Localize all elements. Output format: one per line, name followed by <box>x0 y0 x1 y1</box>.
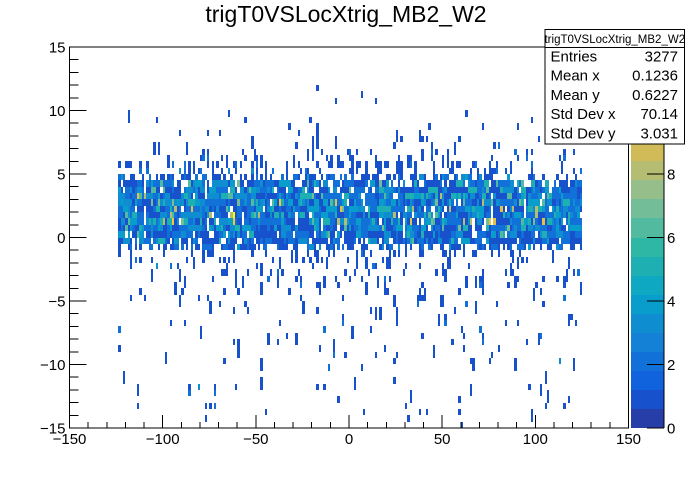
svg-text:50: 50 <box>434 431 451 448</box>
svg-text:trigT0VSLocXtrig_MB2_W2: trigT0VSLocXtrig_MB2_W2 <box>544 34 685 46</box>
svg-text:70.14: 70.14 <box>640 106 678 123</box>
svg-text:0: 0 <box>667 420 675 437</box>
svg-text:10: 10 <box>49 103 66 120</box>
svg-text:0: 0 <box>345 431 353 448</box>
svg-text:−150: −150 <box>53 431 87 448</box>
svg-text:0: 0 <box>57 230 65 247</box>
svg-text:0.6227: 0.6227 <box>632 87 678 104</box>
svg-text:5: 5 <box>57 167 65 184</box>
svg-text:−15: −15 <box>40 421 65 438</box>
svg-text:−10: −10 <box>40 357 65 374</box>
svg-text:trigT0VSLocXtrig_MB2_W2: trigT0VSLocXtrig_MB2_W2 <box>205 1 486 27</box>
svg-text:3.031: 3.031 <box>640 125 678 142</box>
svg-text:100: 100 <box>523 431 548 448</box>
svg-text:6: 6 <box>667 230 675 247</box>
svg-text:−5: −5 <box>48 294 65 311</box>
svg-text:8: 8 <box>667 166 675 183</box>
svg-text:Mean y: Mean y <box>551 87 601 104</box>
svg-text:Std Dev y: Std Dev y <box>551 125 617 142</box>
svg-text:150: 150 <box>616 431 641 448</box>
svg-text:−50: −50 <box>243 431 268 448</box>
svg-text:Entries: Entries <box>551 49 598 66</box>
svg-text:Std Dev x: Std Dev x <box>551 106 617 123</box>
svg-text:0.1236: 0.1236 <box>632 68 678 85</box>
svg-text:4: 4 <box>667 293 675 310</box>
svg-text:Mean x: Mean x <box>551 68 601 85</box>
svg-text:3277: 3277 <box>645 49 678 66</box>
svg-text:−100: −100 <box>146 431 180 448</box>
svg-text:2: 2 <box>667 357 675 374</box>
svg-text:15: 15 <box>49 40 66 57</box>
